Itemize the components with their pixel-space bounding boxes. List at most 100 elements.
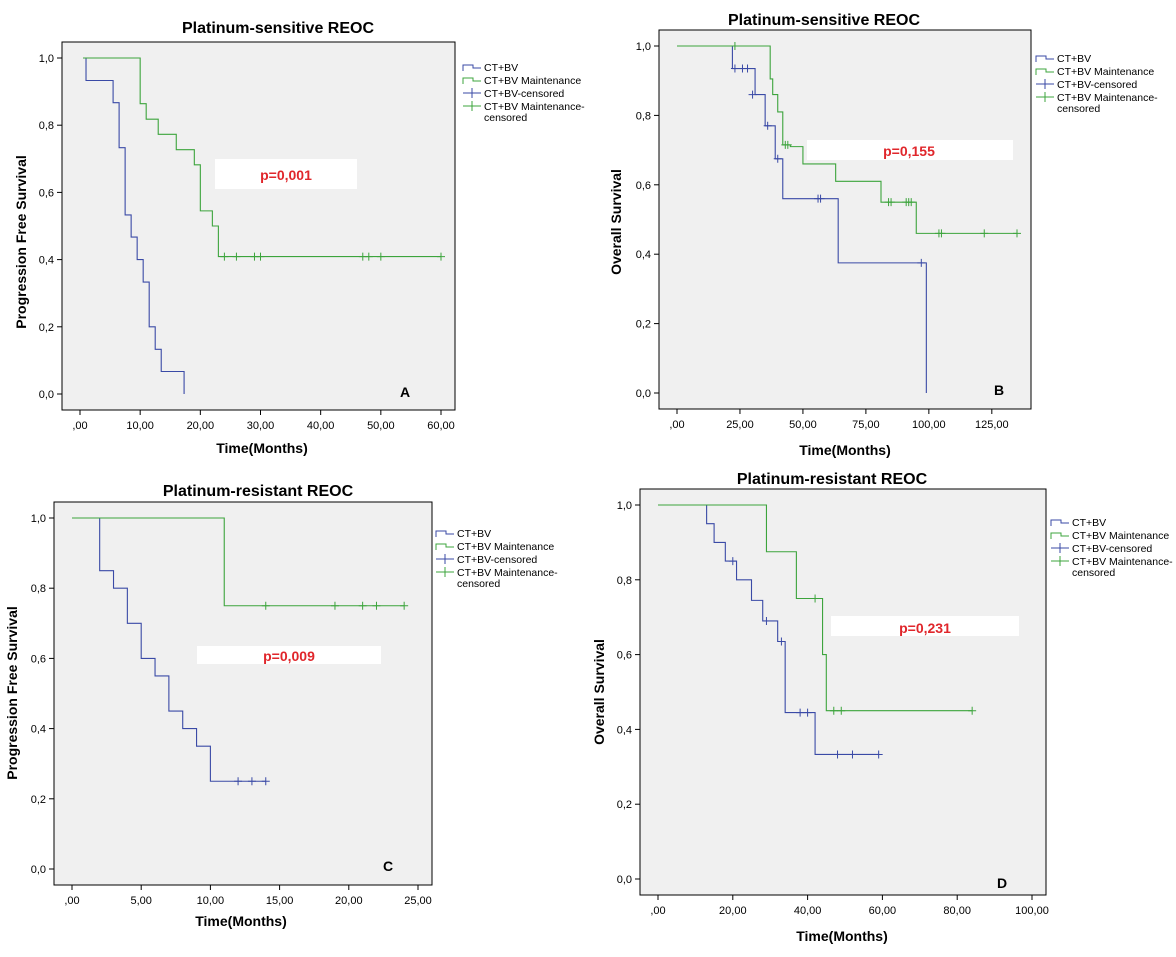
x-axis: ,00 25,00 50,00 75,00 100,00 125,00 [669, 409, 1009, 431]
y-tick-label: 0,2 [39, 322, 54, 334]
chart-title: Platinum-sensitive REOC [728, 12, 920, 29]
legend-label: CT+BV-censored [457, 554, 537, 566]
censor-mark [232, 252, 241, 261]
x-tick-label: 20,00 [187, 420, 215, 432]
censor-mark [437, 252, 445, 261]
censor-mark [811, 594, 820, 603]
x-axis-label: Time(Months) [799, 442, 891, 458]
x-tick-label: 20,00 [335, 895, 363, 907]
censor-mark [777, 637, 786, 646]
plot-area [658, 29, 1032, 410]
censor-mark [833, 750, 842, 759]
legend-swatch [462, 64, 481, 71]
censor-mark [887, 198, 896, 207]
y-tick-label: 0,8 [39, 120, 54, 132]
legend-label: CT+BV Maintenance-censored [457, 567, 558, 590]
y-tick-label: 0,0 [617, 874, 632, 886]
legend-label: CT+BV [457, 528, 491, 540]
censor-mark [400, 601, 409, 610]
y-tick-label: 0,4 [636, 249, 651, 261]
pvalue-label: p=0,001 [260, 167, 312, 183]
legend-swatch [436, 554, 454, 564]
chart-title: Platinum-sensitive REOC [182, 20, 374, 37]
censor-mark [728, 557, 737, 566]
legend-swatch [436, 567, 454, 577]
legend-swatch [463, 88, 481, 98]
x-tick-label: 50,00 [789, 419, 817, 431]
x-tick-label: 75,00 [852, 419, 880, 431]
censor-mark [358, 601, 367, 610]
y-tick-label: 0,6 [39, 187, 54, 199]
km-chart-b: Platinum-sensitive REOC 0,0 0,2 0,4 0,6 0,8 1… [608, 12, 1158, 458]
pvalue-box [215, 159, 357, 189]
x-axis-label: Time(Months) [216, 440, 308, 456]
censor-mark [783, 140, 792, 149]
censor-mark [803, 708, 812, 717]
censor-mark [330, 601, 339, 610]
series-group [658, 504, 977, 759]
legend-swatch [1035, 68, 1054, 75]
censor-mark [748, 90, 757, 99]
legend-swatch [463, 101, 481, 111]
censor-mark [773, 154, 782, 163]
x-tick-label: 30,00 [247, 420, 275, 432]
chart-title: Platinum-resistant REOC [163, 483, 354, 500]
censor-mark [907, 198, 916, 207]
series-line [677, 45, 1017, 234]
censor-mark [874, 750, 883, 759]
y-tick-label: 1,0 [39, 53, 54, 65]
legend-swatch [1051, 556, 1069, 566]
legend-swatch [1036, 92, 1054, 102]
x-axis: ,00 20,00 40,00 60,00 80,00 100,00 [650, 895, 1049, 917]
panel-letter: B [994, 382, 1004, 398]
censor-mark [917, 258, 926, 267]
pvalue-box [831, 616, 1019, 636]
km-chart-d: Platinum-resistant REOC 0,0 0,2 0,4 0,6 0,8 1… [591, 471, 1173, 944]
censor-mark [796, 708, 805, 717]
km-panel-a: Platinum-sensitive REOC 0,0 0,2 0,4 0,6 0,8 1… [0, 0, 600, 465]
censor-mark [937, 229, 946, 238]
x-tick-label: 15,00 [266, 895, 294, 907]
panel-letter: A [400, 384, 410, 400]
legend-label: CT+BV [1057, 53, 1091, 65]
x-tick-label: 10,00 [126, 420, 154, 432]
censor-mark [261, 777, 270, 786]
censor-mark [743, 64, 752, 73]
legend-swatch [1050, 519, 1069, 526]
y-tick-label: 0,6 [617, 650, 632, 662]
censor-mark [234, 777, 243, 786]
x-tick-label: ,00 [72, 420, 87, 432]
censor-mark [829, 706, 838, 715]
x-tick-label: ,00 [669, 419, 684, 431]
censor-mark [220, 252, 229, 261]
censor-mark [372, 601, 381, 610]
km-panel-c: Platinum-resistant REOC 0,0 0,2 0,4 0,6 0,8 1… [0, 470, 590, 957]
censor-mark [816, 194, 825, 203]
y-tick-label: 0,8 [636, 110, 651, 122]
legend-swatch [462, 77, 481, 84]
y-axis-label: Progression Free Survival [4, 606, 20, 780]
km-panel-b: Platinum-sensitive REOC 0,0 0,2 0,4 0,6 0,8 1… [600, 0, 1176, 465]
y-axis-label: Progression Free Survival [13, 155, 29, 329]
plot-area [53, 501, 433, 886]
series-line [83, 57, 185, 394]
censor-mark [837, 706, 846, 715]
series-group [72, 517, 409, 786]
y-tick-label: 1,0 [636, 41, 651, 53]
chart-title: Platinum-resistant REOC [737, 471, 928, 488]
x-tick-label: 100,00 [912, 419, 946, 431]
legend-label: CT+BV Maintenance-censored [484, 101, 585, 124]
x-axis: ,00 10,00 20,00 30,00 40,00 50,00 60,00 [72, 410, 455, 432]
y-tick-label: 0,4 [39, 255, 54, 267]
km-chart-c: Platinum-resistant REOC 0,0 0,2 0,4 0,6 0,8 1… [4, 483, 558, 929]
censor-mark [730, 42, 739, 50]
legend-label: CT+BV [484, 62, 518, 74]
censor-mark [364, 252, 373, 261]
x-tick-label: ,00 [64, 895, 79, 907]
series-line [72, 517, 405, 607]
legend-label: CT+BV-censored [484, 88, 564, 100]
x-axis-label: Time(Months) [195, 913, 287, 929]
pvalue-box [197, 646, 381, 664]
